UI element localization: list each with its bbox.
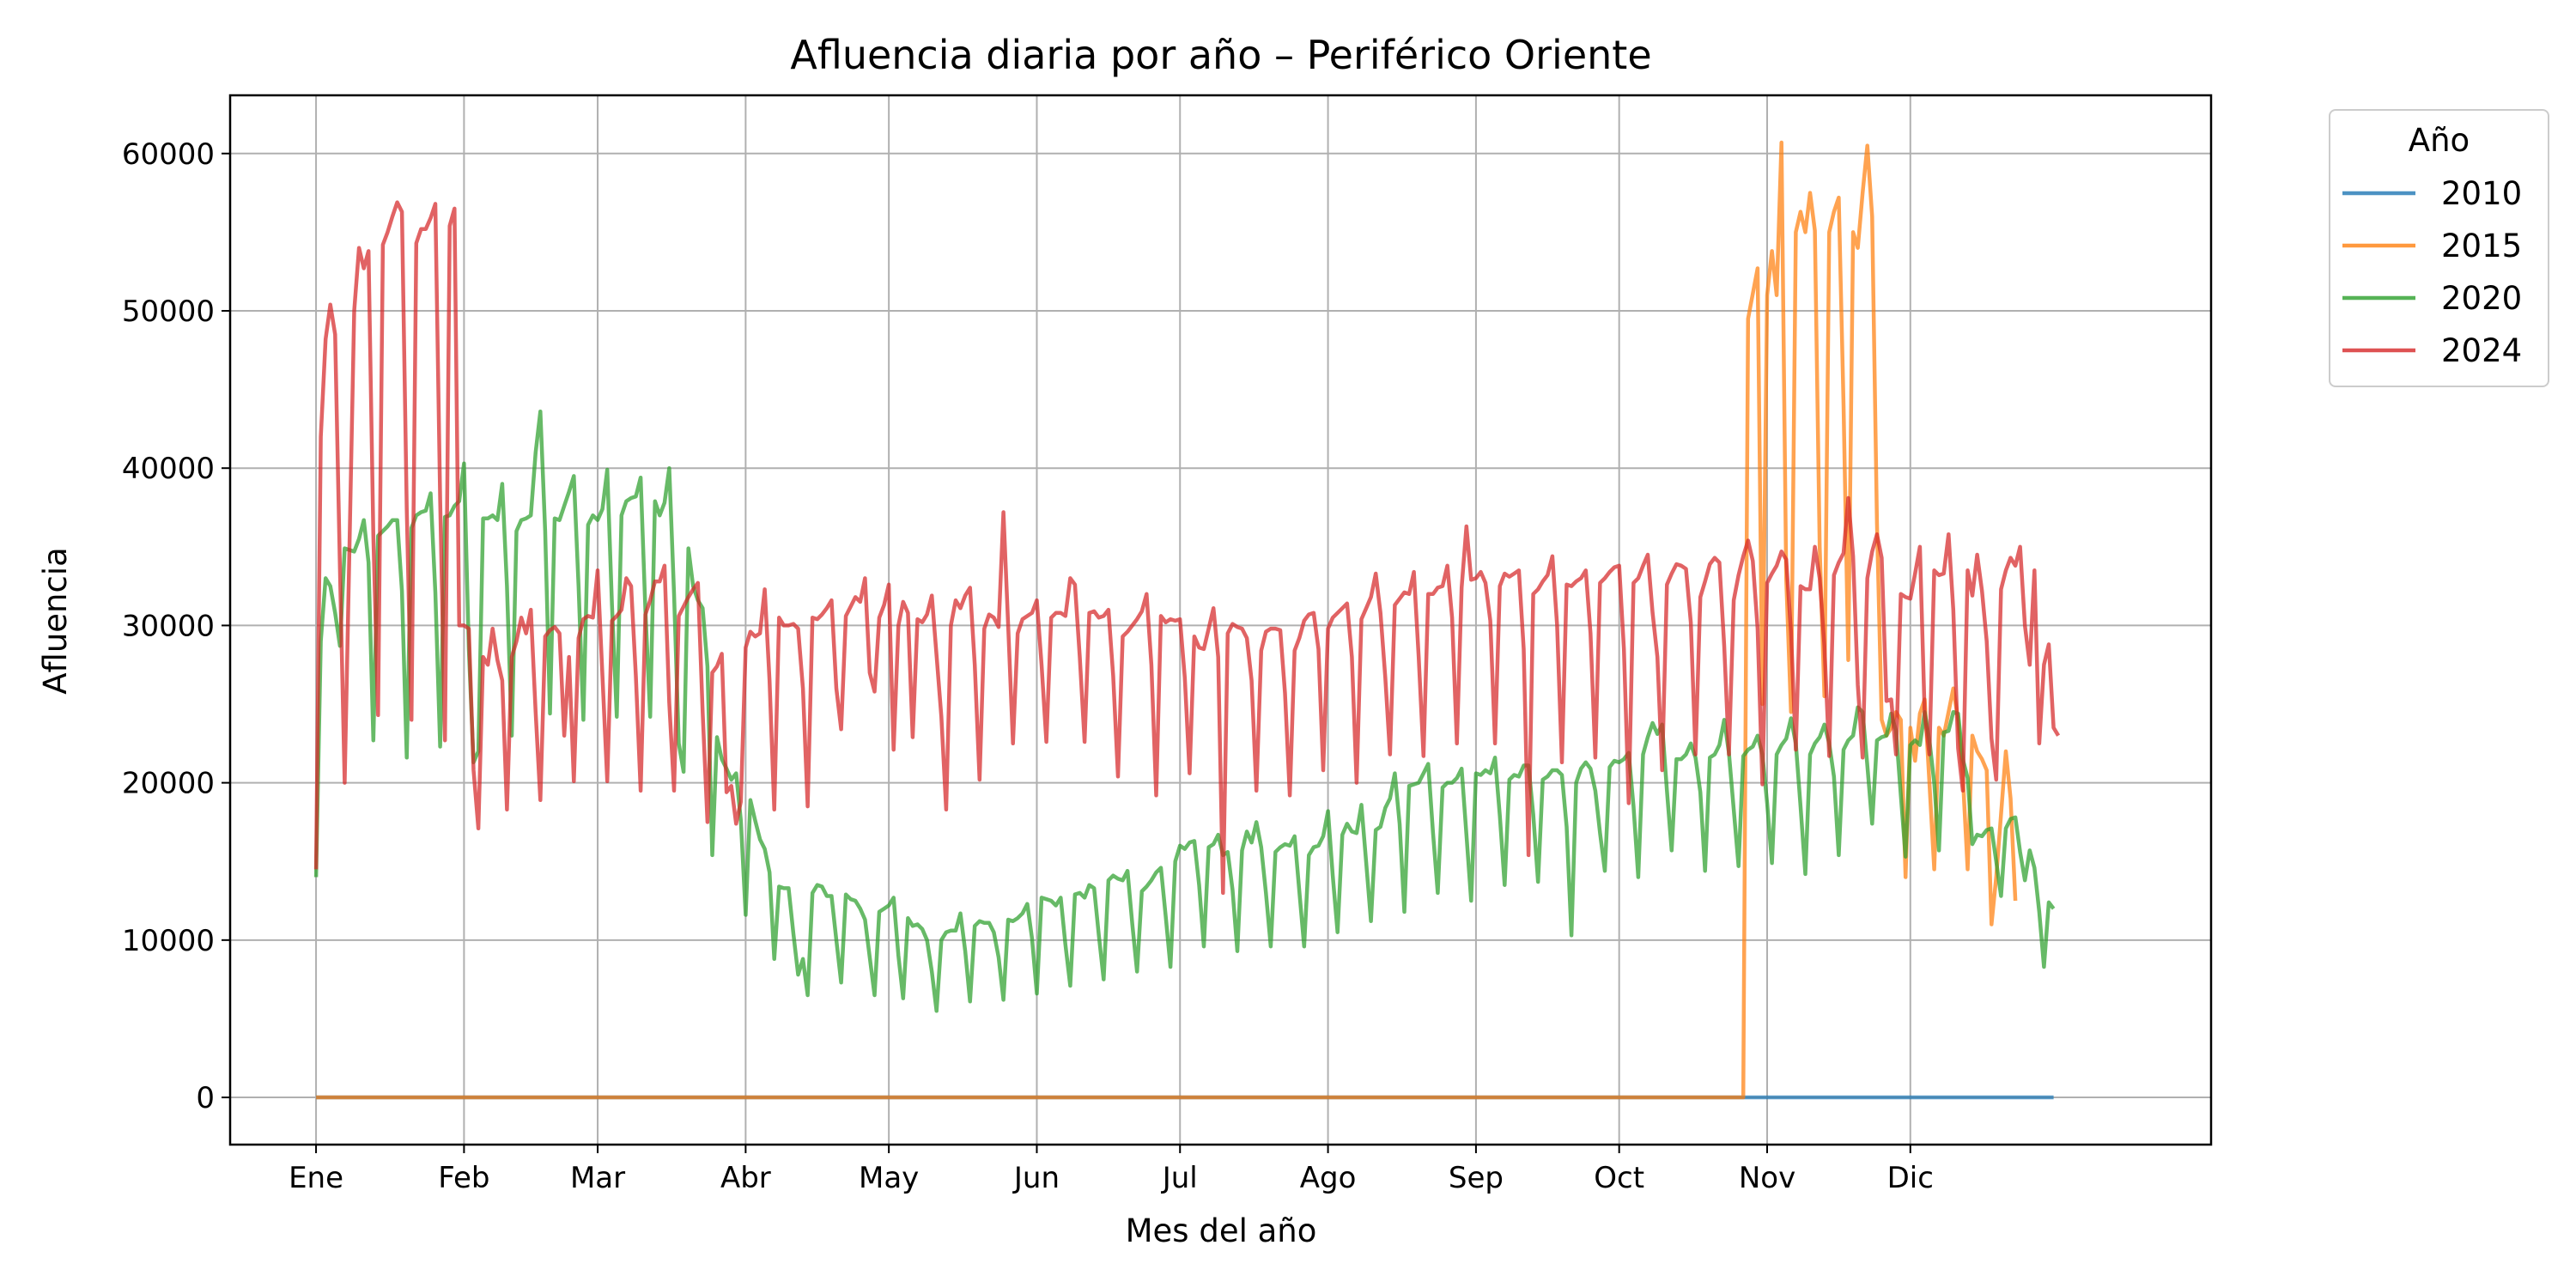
- series-line-2024: [313, 200, 2061, 896]
- x-tick-label: Abr: [720, 1161, 771, 1195]
- x-axis: Ene Feb Mar Abr May Jun Jul Ago Sep Oct Nov Dic: [289, 1145, 1934, 1195]
- x-tick-label: Sep: [1449, 1161, 1504, 1195]
- y-tick-label: 40000: [122, 452, 215, 486]
- x-tick-label: Ago: [1300, 1161, 1357, 1195]
- x-tick-label: Mar: [570, 1161, 625, 1195]
- y-axis: 0 10000 20000 30000 40000 50000 60000: [122, 137, 230, 1115]
- y-tick-label: 0: [196, 1081, 215, 1115]
- x-tick-label: Jul: [1161, 1161, 1198, 1195]
- series-group: [313, 140, 2061, 1100]
- x-tick-label: Oct: [1594, 1161, 1644, 1195]
- legend: Año 2010 2015 2020 2024: [2329, 109, 2549, 387]
- plot-frame: [228, 94, 2213, 1146]
- y-tick-label: 20000: [122, 767, 215, 801]
- legend-entry-2010: 2010: [2441, 175, 2522, 212]
- legend-entry-2024: 2024: [2441, 332, 2522, 369]
- legend-box: [2329, 109, 2549, 387]
- x-tick-label: Feb: [438, 1161, 489, 1195]
- legend-entry-2015: 2015: [2441, 228, 2522, 264]
- y-axis-title: Afluencia: [37, 547, 74, 695]
- chart-title: Afluencia diaria por año – Periférico Or…: [790, 32, 1651, 78]
- x-tick-label: May: [859, 1161, 919, 1195]
- y-tick-label: 10000: [122, 924, 215, 958]
- x-tick-label: Nov: [1739, 1161, 1795, 1195]
- x-tick-label: Ene: [289, 1161, 343, 1195]
- legend-entry-2020: 2020: [2441, 280, 2522, 317]
- y-tick-label: 60000: [122, 137, 215, 172]
- legend-title: Año: [2409, 122, 2470, 159]
- x-tick-label: Dic: [1887, 1161, 1934, 1195]
- x-axis-title: Mes del año: [1126, 1212, 1317, 1249]
- y-tick-label: 30000: [122, 609, 215, 643]
- x-tick-label: Jun: [1012, 1161, 1060, 1195]
- y-tick-label: 50000: [122, 295, 215, 329]
